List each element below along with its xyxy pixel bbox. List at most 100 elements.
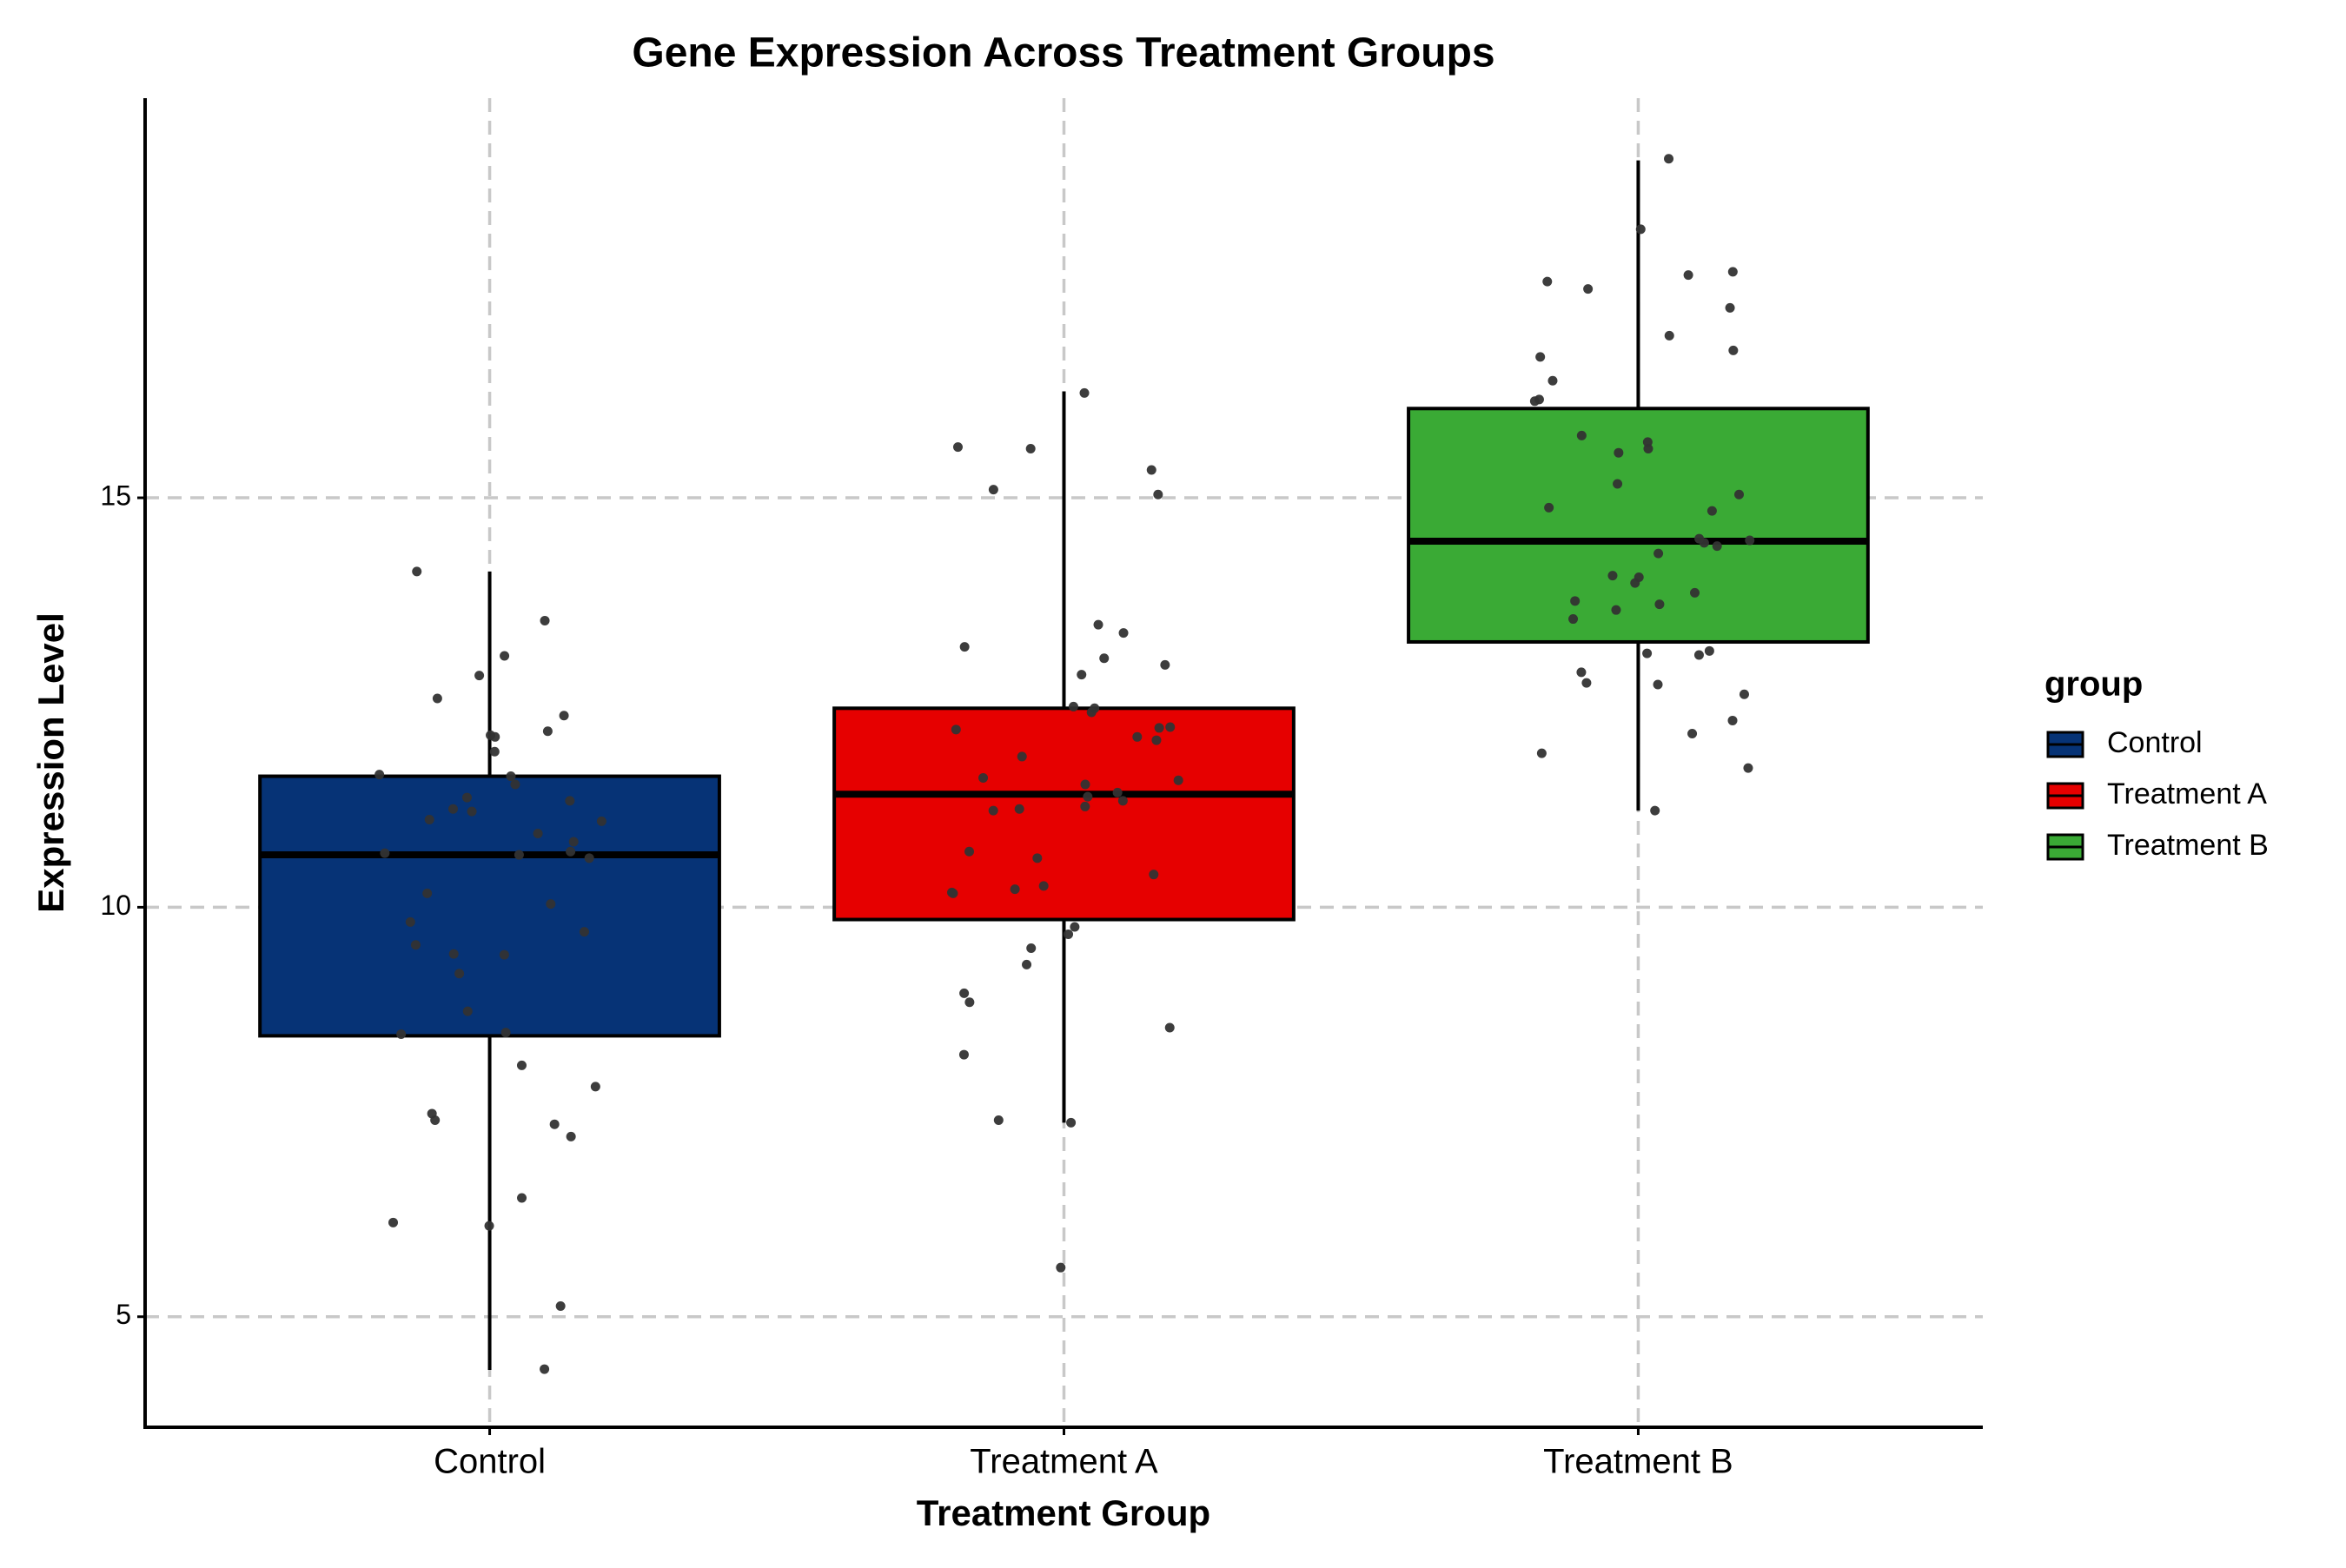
- point: [517, 1193, 527, 1203]
- point: [432, 693, 442, 704]
- y-tick-label: 5: [116, 1299, 131, 1330]
- legend-title: group: [2044, 665, 2143, 704]
- point: [1099, 653, 1110, 664]
- point: [1068, 701, 1078, 711]
- y-axis-title: Expression Level: [30, 612, 71, 913]
- point: [1727, 715, 1738, 725]
- point: [1151, 735, 1162, 745]
- point: [467, 806, 477, 817]
- point: [951, 724, 961, 735]
- point: [1017, 751, 1027, 762]
- point: [1568, 614, 1579, 625]
- point: [566, 846, 576, 857]
- x-tick-label: Treatment B: [1543, 1443, 1733, 1481]
- point: [1712, 541, 1722, 552]
- point: [484, 1221, 494, 1231]
- point: [1032, 853, 1043, 863]
- legend-label: Treatment A: [2107, 777, 2267, 810]
- point: [1650, 805, 1660, 816]
- y-tick-label: 10: [100, 890, 131, 921]
- point: [1154, 723, 1164, 733]
- point: [1576, 430, 1587, 440]
- point: [461, 792, 472, 803]
- point: [490, 731, 500, 742]
- point: [388, 1217, 399, 1227]
- point: [596, 816, 606, 826]
- point: [430, 1115, 441, 1125]
- point: [1056, 1262, 1066, 1273]
- point: [500, 1028, 511, 1038]
- point: [1010, 884, 1020, 895]
- point: [448, 949, 459, 959]
- point: [993, 1115, 1004, 1125]
- point: [1583, 284, 1594, 294]
- point: [1643, 443, 1653, 453]
- point: [1576, 667, 1587, 678]
- y-tick-label: 15: [100, 480, 131, 511]
- point: [958, 1049, 969, 1060]
- point: [1529, 396, 1540, 407]
- point: [1654, 599, 1665, 610]
- point: [1693, 650, 1704, 660]
- point: [542, 726, 553, 737]
- point: [1026, 943, 1037, 954]
- point: [1613, 479, 1623, 489]
- point: [1066, 1117, 1077, 1128]
- point: [1080, 779, 1090, 790]
- point: [1727, 267, 1738, 277]
- point: [546, 899, 556, 910]
- point: [454, 969, 465, 979]
- point: [1083, 791, 1093, 802]
- point: [1733, 489, 1744, 500]
- point: [1706, 506, 1717, 516]
- point: [1547, 375, 1558, 386]
- point: [1093, 619, 1103, 630]
- point: [410, 940, 421, 950]
- point: [1079, 387, 1090, 398]
- point: [412, 566, 422, 577]
- point: [959, 642, 970, 652]
- point: [1112, 787, 1123, 797]
- x-axis-title: Treatment Group: [917, 1492, 1210, 1533]
- legend-label: Treatment B: [2107, 829, 2269, 862]
- point: [1664, 154, 1674, 164]
- point: [1690, 587, 1700, 598]
- point: [516, 1060, 527, 1070]
- point: [1614, 447, 1624, 458]
- point: [405, 916, 415, 927]
- point: [1077, 670, 1087, 680]
- box: [258, 774, 721, 1038]
- point: [1149, 870, 1159, 880]
- point: [1642, 648, 1653, 658]
- point: [540, 1364, 550, 1374]
- point: [1699, 538, 1709, 548]
- axes: 5 10 15 Control Treatment A Treatment B: [100, 98, 1983, 1481]
- point: [1683, 270, 1693, 281]
- point: [1080, 801, 1090, 811]
- point: [540, 615, 550, 625]
- point: [1653, 548, 1664, 559]
- point: [424, 815, 434, 825]
- point: [1014, 804, 1024, 814]
- point: [1653, 679, 1663, 690]
- x-tick-label: Treatment A: [970, 1443, 1158, 1481]
- point: [1635, 224, 1646, 235]
- point: [1132, 731, 1143, 742]
- point: [462, 1006, 473, 1016]
- point: [1165, 722, 1176, 732]
- point: [500, 651, 510, 661]
- point: [1611, 605, 1621, 615]
- x-tick-label: Control: [434, 1443, 546, 1481]
- point: [988, 805, 998, 816]
- point: [1542, 276, 1553, 287]
- point: [1743, 763, 1753, 773]
- point: [396, 1029, 407, 1040]
- point: [1570, 596, 1581, 606]
- point: [499, 949, 509, 960]
- point: [1038, 881, 1049, 891]
- point: [952, 442, 963, 453]
- point: [1117, 796, 1128, 806]
- point: [1581, 678, 1592, 688]
- point: [1535, 352, 1546, 362]
- point: [1025, 443, 1036, 453]
